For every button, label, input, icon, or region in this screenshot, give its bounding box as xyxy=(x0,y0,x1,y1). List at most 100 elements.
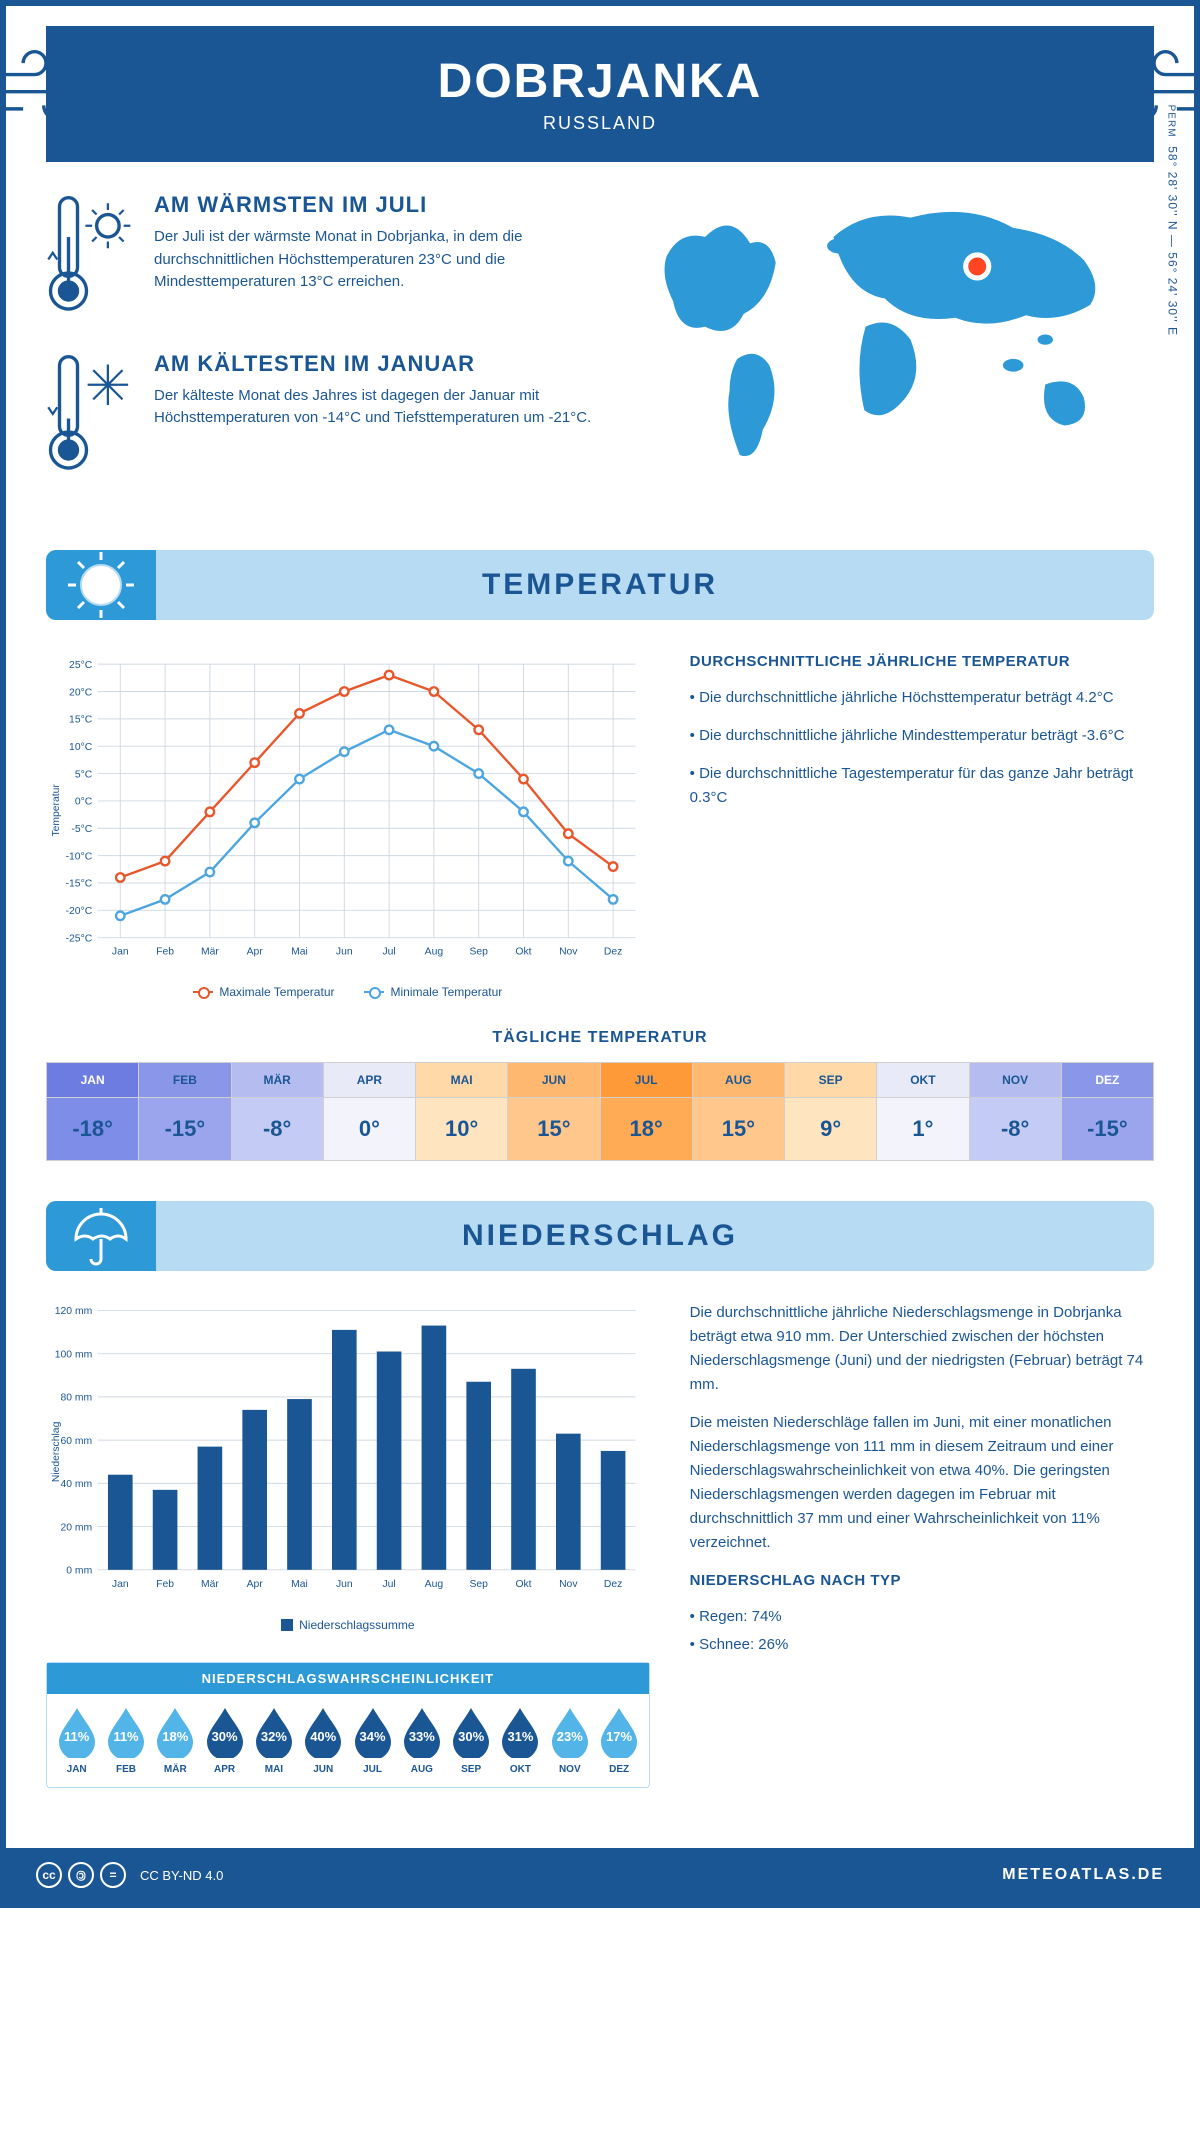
raindrop-icon: 23% xyxy=(548,1706,592,1758)
temperature-legend: Maximale Temperatur Minimale Temperatur xyxy=(46,985,650,999)
daily-temp-cell: MAI10° xyxy=(415,1063,507,1160)
annual-temp-bullet3: • Die durchschnittliche Tagestemperatur … xyxy=(690,762,1154,810)
raindrop-icon: 17% xyxy=(597,1706,641,1758)
svg-text:Jun: Jun xyxy=(336,946,353,957)
svg-text:Temperatur: Temperatur xyxy=(51,783,62,836)
precipitation-by-type-title: NIEDERSCHLAG NACH TYP xyxy=(690,1569,1154,1593)
svg-text:60 mm: 60 mm xyxy=(61,1436,93,1447)
precipitation-probability-title: NIEDERSCHLAGSWAHRSCHEINLICHKEIT xyxy=(47,1663,649,1694)
raindrop-icon: 30% xyxy=(449,1706,493,1758)
daily-temp-cell: AUG15° xyxy=(692,1063,784,1160)
precip-prob-cell: 31% OKT xyxy=(497,1706,544,1775)
svg-text:20°C: 20°C xyxy=(69,687,93,698)
daily-temp-cell: JUN15° xyxy=(507,1063,599,1160)
svg-text:Jan: Jan xyxy=(112,1579,129,1590)
svg-text:0 mm: 0 mm xyxy=(66,1566,92,1577)
daily-temp-title: TÄGLICHE TEMPERATUR xyxy=(46,1029,1154,1047)
svg-text:10°C: 10°C xyxy=(69,741,93,752)
cc-icon: cc xyxy=(36,1862,62,1888)
nd-icon: = xyxy=(100,1862,126,1888)
raindrop-icon: 32% xyxy=(252,1706,296,1758)
umbrella-icon xyxy=(66,1201,136,1271)
precip-prob-cell: 11% FEB xyxy=(102,1706,149,1775)
location-marker-icon xyxy=(965,255,988,278)
coldest-title: AM KÄLTESTEN IM JANUAR xyxy=(154,351,611,377)
svg-text:Sep: Sep xyxy=(469,946,488,957)
precip-prob-cell: 30% SEP xyxy=(448,1706,495,1775)
footer: cc 🄯 = CC BY-ND 4.0 METEOATLAS.DE xyxy=(6,1848,1194,1902)
svg-text:Aug: Aug xyxy=(425,946,444,957)
svg-text:Nov: Nov xyxy=(559,1579,578,1590)
daily-temperature-table: JAN-18°FEB-15°MÄR-8°APR0°MAI10°JUN15°JUL… xyxy=(46,1062,1154,1161)
page-title: DOBRJANKA xyxy=(66,54,1134,109)
raindrop-icon: 11% xyxy=(104,1706,148,1758)
precipitation-legend: Niederschlagssumme xyxy=(46,1618,650,1632)
svg-text:Dez: Dez xyxy=(604,946,622,957)
raindrop-icon: 11% xyxy=(55,1706,99,1758)
annual-temp-title: DURCHSCHNITTLICHE JÄHRLICHE TEMPERATUR xyxy=(690,650,1154,674)
warmest-text: Der Juli ist der wärmste Monat in Dobrja… xyxy=(154,226,611,294)
wind-decoration-right-icon xyxy=(1094,46,1200,126)
svg-text:-10°C: -10°C xyxy=(66,851,93,862)
svg-text:-5°C: -5°C xyxy=(71,824,92,835)
raindrop-icon: 18% xyxy=(153,1706,197,1758)
precipitation-bar-chart: 0 mm20 mm40 mm60 mm80 mm100 mm120 mmJanF… xyxy=(46,1301,650,1603)
daily-temp-cell: DEZ-15° xyxy=(1061,1063,1153,1160)
precip-prob-cell: 23% NOV xyxy=(546,1706,593,1775)
annual-temp-bullet1: • Die durchschnittliche jährliche Höchst… xyxy=(690,686,1154,710)
svg-text:Okt: Okt xyxy=(515,1579,531,1590)
raindrop-icon: 33% xyxy=(400,1706,444,1758)
svg-text:Dez: Dez xyxy=(604,1579,622,1590)
header-banner: DOBRJANKA RUSSLAND xyxy=(46,26,1154,162)
svg-text:15°C: 15°C xyxy=(69,714,93,725)
precip-prob-cell: 40% JUN xyxy=(300,1706,347,1775)
sun-icon xyxy=(66,550,136,620)
page-frame: DOBRJANKA RUSSLAND xyxy=(0,0,1200,1908)
svg-text:-20°C: -20°C xyxy=(66,906,93,917)
precipitation-section-title: NIEDERSCHLAG xyxy=(66,1219,1134,1253)
svg-text:Sep: Sep xyxy=(469,1579,488,1590)
daily-temp-cell: APR0° xyxy=(323,1063,415,1160)
svg-text:120 mm: 120 mm xyxy=(55,1306,92,1317)
svg-text:Feb: Feb xyxy=(156,1579,174,1590)
license-text: CC BY-ND 4.0 xyxy=(140,1868,223,1883)
svg-text:Niederschlag: Niederschlag xyxy=(51,1422,62,1483)
svg-text:Jul: Jul xyxy=(382,1579,395,1590)
world-map: PERM 58° 28' 30'' N — 56° 24' 30'' E xyxy=(641,192,1154,479)
precipitation-text1: Die durchschnittliche jährliche Niedersc… xyxy=(690,1301,1154,1397)
daily-temp-cell: SEP9° xyxy=(784,1063,876,1160)
precipitation-snow: • Schnee: 26% xyxy=(690,1633,1154,1657)
daily-temp-cell: JAN-18° xyxy=(47,1063,138,1160)
svg-text:40 mm: 40 mm xyxy=(61,1479,93,1490)
precip-prob-cell: 17% DEZ xyxy=(595,1706,642,1775)
raindrop-icon: 30% xyxy=(203,1706,247,1758)
precip-prob-cell: 11% JAN xyxy=(53,1706,100,1775)
temperature-section-banner: TEMPERATUR xyxy=(46,550,1154,620)
coordinates-label: PERM 58° 28' 30'' N — 56° 24' 30'' E xyxy=(1165,104,1179,335)
license: cc 🄯 = CC BY-ND 4.0 xyxy=(36,1862,223,1888)
svg-text:Mär: Mär xyxy=(201,1579,219,1590)
by-icon: 🄯 xyxy=(68,1862,94,1888)
svg-text:Mai: Mai xyxy=(291,946,308,957)
precip-prob-cell: 32% MAI xyxy=(250,1706,297,1775)
svg-text:Jan: Jan xyxy=(112,946,129,957)
precip-prob-cell: 33% AUG xyxy=(398,1706,445,1775)
precipitation-section-banner: NIEDERSCHLAG xyxy=(46,1201,1154,1271)
svg-text:Jul: Jul xyxy=(382,946,395,957)
precipitation-rain: • Regen: 74% xyxy=(690,1605,1154,1629)
daily-temp-cell: NOV-8° xyxy=(969,1063,1061,1160)
svg-text:Okt: Okt xyxy=(515,946,531,957)
svg-text:Feb: Feb xyxy=(156,946,174,957)
page-subtitle: RUSSLAND xyxy=(66,113,1134,134)
annual-temp-bullet2: • Die durchschnittliche jährliche Mindes… xyxy=(690,724,1154,748)
raindrop-icon: 34% xyxy=(351,1706,395,1758)
warmest-title: AM WÄRMSTEN IM JULI xyxy=(154,192,611,218)
svg-text:25°C: 25°C xyxy=(69,659,93,670)
daily-temp-cell: FEB-15° xyxy=(138,1063,230,1160)
warmest-fact: AM WÄRMSTEN IM JULI Der Juli ist der wär… xyxy=(46,192,611,321)
temperature-line-chart: -25°C-20°C-15°C-10°C-5°C0°C5°C10°C15°C20… xyxy=(46,650,650,971)
daily-temp-cell: MÄR-8° xyxy=(231,1063,323,1160)
svg-text:20 mm: 20 mm xyxy=(61,1523,93,1534)
svg-text:Nov: Nov xyxy=(559,946,578,957)
daily-temp-cell: JUL18° xyxy=(600,1063,692,1160)
